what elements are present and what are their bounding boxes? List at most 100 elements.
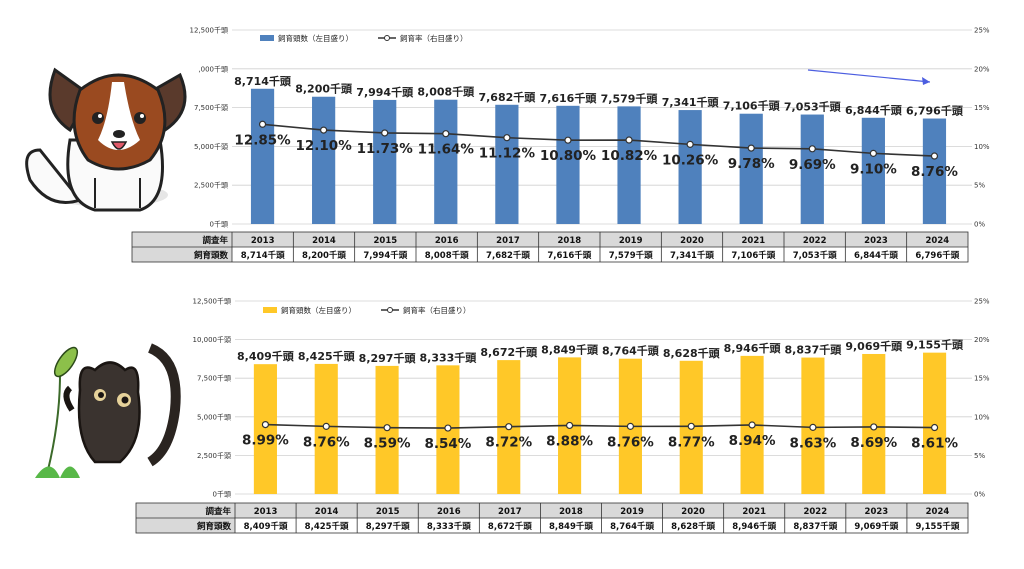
right-tick-label: 15% xyxy=(974,375,990,383)
rate-value-label: 9.78% xyxy=(728,156,775,172)
bar-value-label: 7,682千頭 xyxy=(478,90,536,104)
rate-line xyxy=(262,123,935,157)
left-tick-label: 12,500千頭 xyxy=(193,297,232,306)
table-header-row-bg xyxy=(132,232,968,247)
bar xyxy=(922,118,947,224)
bar xyxy=(923,352,947,494)
table-header-row-bg xyxy=(136,503,968,518)
rate-value-label: 10.80% xyxy=(540,148,597,164)
bar xyxy=(556,105,580,224)
rate-point xyxy=(505,423,513,431)
left-tick-label: 5,000千頭 xyxy=(194,142,228,151)
table-year-cell: 2021 xyxy=(742,507,766,517)
bar xyxy=(253,364,277,494)
table-year-cell: 2016 xyxy=(437,507,461,517)
table-count-cell: 7,994千頭 xyxy=(363,250,407,261)
chart-1: 0千頭 2,500千頭 5,000千頭 7,500千頭 ,000千頭 12,500千頭 0%… xyxy=(131,26,990,263)
bar-value-label: 7,579千頭 xyxy=(601,91,659,105)
table-count-cell: 8,946千頭 xyxy=(732,521,776,532)
rate-value-label: 9.69% xyxy=(789,157,836,173)
left-tick-label: 5,000千頭 xyxy=(197,412,231,421)
bar xyxy=(373,99,397,224)
bar-value-label: 8,764千頭 xyxy=(602,344,660,358)
rate-value-label: 10.26% xyxy=(662,152,719,168)
left-tick-label: 2,500千頭 xyxy=(194,181,228,190)
bar xyxy=(739,113,763,224)
table-year-cell: 2013 xyxy=(251,236,275,246)
table-count-cell: 9,069千頭 xyxy=(854,521,898,532)
bar-value-label: 6,844千頭 xyxy=(845,103,903,117)
right-tick-label: 10% xyxy=(974,143,990,151)
rate-value-label: 8.72% xyxy=(485,435,532,451)
table-year-cell: 2021 xyxy=(741,236,765,246)
rate-point xyxy=(809,423,817,431)
bar-value-label: 8,849千頭 xyxy=(541,342,599,356)
table-count-cell: 8,200千頭 xyxy=(302,250,346,261)
table-year-cell: 2014 xyxy=(312,236,336,246)
rate-point xyxy=(870,423,878,431)
rate-value-label: 12.10% xyxy=(296,138,353,154)
table-count-cell: 8,764千頭 xyxy=(610,521,654,532)
table-rowhead-bg xyxy=(132,247,232,262)
legend-bar-label: 飼育頭数（左目盛り） xyxy=(281,305,356,315)
table-year-header: 調査年 xyxy=(202,235,228,246)
rate-value-label: 9.10% xyxy=(850,161,897,177)
table-year-cell: 2019 xyxy=(619,236,643,246)
bar-value-label: 9,069千頭 xyxy=(845,339,903,353)
table-count-cell: 7,053千頭 xyxy=(793,250,837,261)
left-tick-label: 2,500千頭 xyxy=(197,451,231,460)
legend-bar-swatch xyxy=(263,307,277,313)
rate-value-label: 8.94% xyxy=(729,433,776,449)
rate-point xyxy=(444,424,452,432)
legend-line-marker xyxy=(387,307,393,313)
bar-value-label: 8,200千頭 xyxy=(295,82,353,96)
bar-value-label: 7,053千頭 xyxy=(784,100,842,114)
bar-value-label: 9,155千頭 xyxy=(906,338,964,352)
bar-value-label: 8,714千頭 xyxy=(234,74,292,88)
right-tick-label: 5% xyxy=(974,452,985,460)
bar xyxy=(434,99,458,224)
rate-point xyxy=(564,136,572,144)
legend-bar-swatch xyxy=(260,35,274,41)
rate-point xyxy=(442,130,450,138)
table-count-cell: 8,297千頭 xyxy=(366,521,410,532)
bar xyxy=(800,114,824,224)
black-cat-icon xyxy=(35,343,181,478)
rate-value-label: 8.76% xyxy=(303,434,350,450)
chart-2: 0千頭 2,500千頭 5,000千頭 7,500千頭 10,000千頭 12,500千頭… xyxy=(135,297,990,534)
legend-line-label: 飼育率（右目盛り） xyxy=(403,305,471,315)
right-tick-label: 0% xyxy=(974,221,985,229)
rate-point xyxy=(503,134,511,142)
table-year-cell: 2024 xyxy=(926,507,950,517)
bar-value-label: 8,837千頭 xyxy=(785,343,843,357)
bar-value-label: 7,616千頭 xyxy=(540,91,598,105)
bar xyxy=(312,96,336,224)
table-year-cell: 2020 xyxy=(681,507,705,517)
right-tick-label: 15% xyxy=(974,104,990,112)
table-year-cell: 2022 xyxy=(803,236,827,246)
rate-point xyxy=(625,136,633,144)
rate-point xyxy=(747,144,755,152)
papillon-dog-icon xyxy=(25,67,187,212)
bar-value-label: 8,628千頭 xyxy=(663,346,721,360)
bar-value-label: 7,106千頭 xyxy=(723,99,781,113)
bar-value-label: 7,341千頭 xyxy=(662,95,720,109)
right-tick-label: 20% xyxy=(974,65,990,73)
left-tick-label: 0千頭 xyxy=(210,220,228,229)
table-rowhead-bg xyxy=(136,518,235,533)
bar-value-label: 8,297千頭 xyxy=(359,351,417,365)
legend-line-label: 飼育率（右目盛り） xyxy=(400,33,468,43)
table-year-cell: 2017 xyxy=(498,507,522,517)
table-year-header: 調査年 xyxy=(205,506,231,517)
rate-point xyxy=(258,120,267,128)
table-count-cell: 7,579千頭 xyxy=(609,250,653,261)
table-year-cell: 2013 xyxy=(254,507,278,517)
table-year-cell: 2023 xyxy=(864,236,888,246)
table-count-header: 飼育頭数 xyxy=(193,250,229,261)
rate-point xyxy=(383,424,391,432)
table-count-cell: 8,425千頭 xyxy=(305,521,349,532)
left-tick-label: 10,000千頭 xyxy=(193,335,232,344)
rate-point xyxy=(320,126,328,134)
